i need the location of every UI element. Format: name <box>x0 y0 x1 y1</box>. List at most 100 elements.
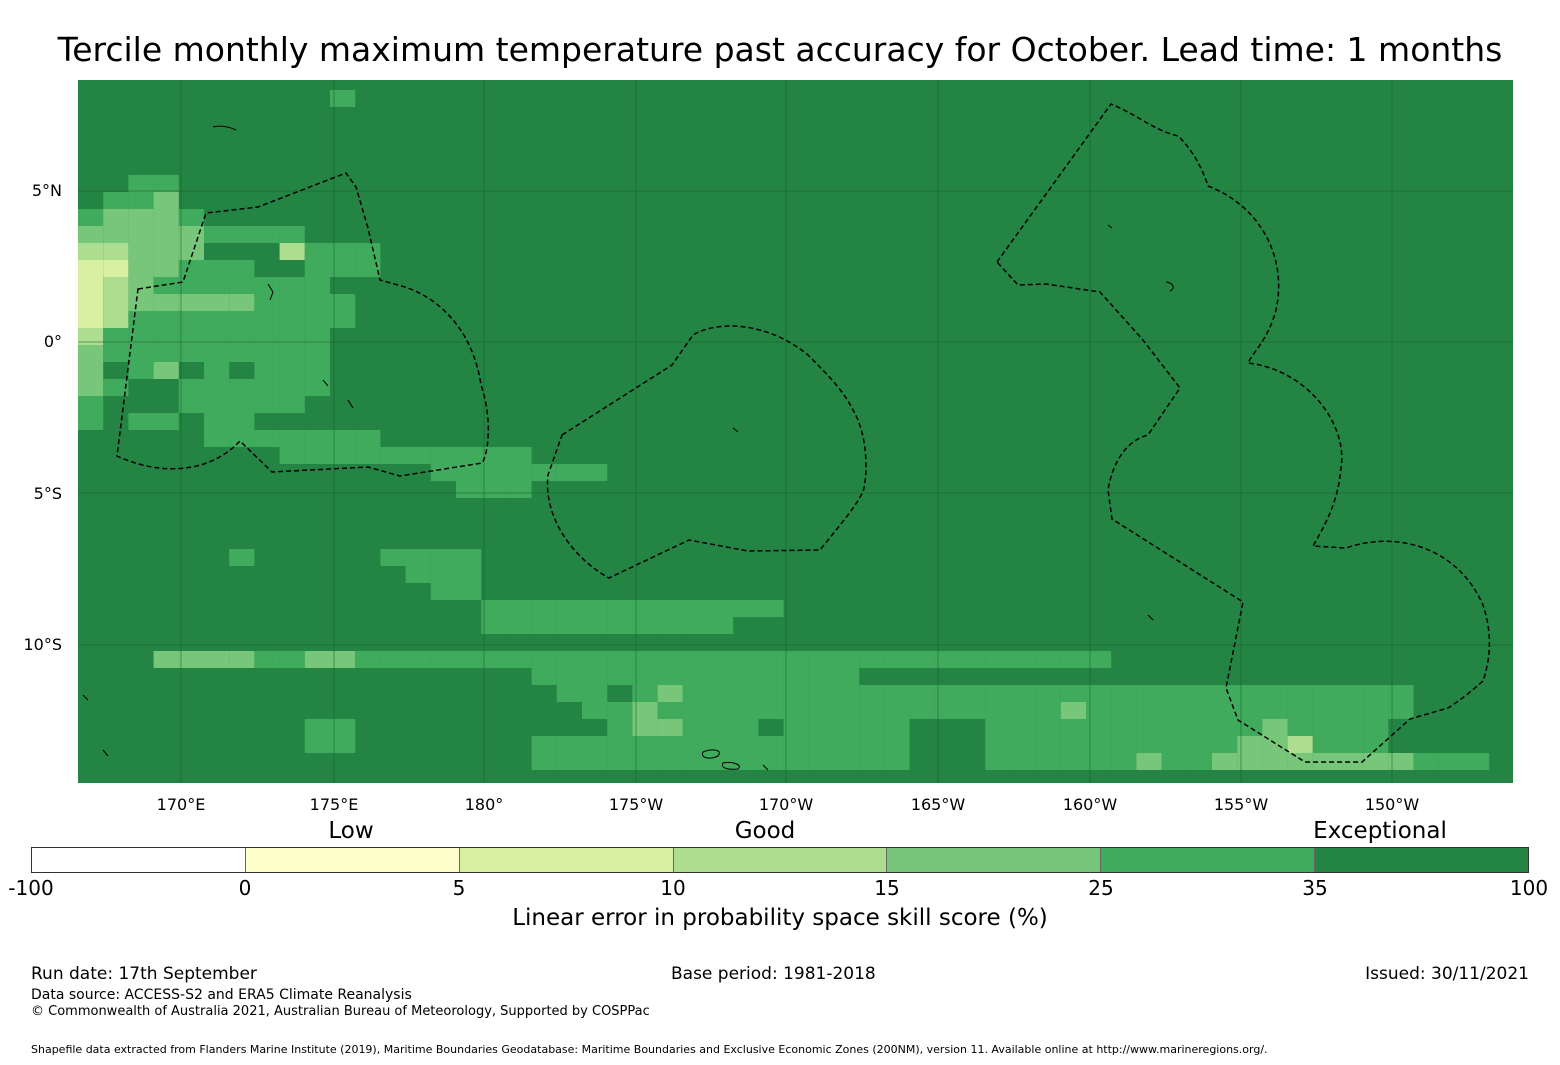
skill-cell <box>229 294 255 311</box>
skill-cell <box>1035 651 1061 668</box>
skill-cell <box>1060 702 1086 719</box>
skill-cell <box>708 753 734 770</box>
colorbar-tick: 35 <box>1302 876 1328 900</box>
skill-cell <box>1035 685 1061 702</box>
skill-cell <box>582 617 608 634</box>
skill-cell <box>708 600 734 617</box>
skill-cell <box>1363 685 1389 702</box>
skill-cell <box>178 294 204 311</box>
skill-cell <box>178 345 204 362</box>
skill-cell <box>304 294 330 311</box>
skill-cell <box>1060 719 1086 736</box>
colorbar-segment <box>245 848 460 872</box>
skill-cell <box>758 685 784 702</box>
skill-cell <box>204 413 230 430</box>
skill-cell <box>708 617 734 634</box>
atoll-2 <box>347 399 354 409</box>
skill-cell <box>1136 719 1162 736</box>
skill-cell <box>783 736 809 753</box>
skill-cell <box>229 328 255 345</box>
skill-cell <box>103 345 129 362</box>
skill-cell <box>1186 702 1212 719</box>
skill-cell <box>556 464 582 481</box>
skill-cell <box>330 430 356 447</box>
skill-cell <box>556 651 582 668</box>
skill-cell <box>1262 685 1288 702</box>
skill-cell <box>733 668 759 685</box>
skill-cell <box>682 736 708 753</box>
skill-cell <box>985 736 1011 753</box>
skill-cell <box>1363 702 1389 719</box>
skill-cell <box>153 277 179 294</box>
skill-cell <box>330 90 356 107</box>
skill-cell <box>506 464 532 481</box>
skill-cell <box>708 736 734 753</box>
colorbar-segment <box>673 848 888 872</box>
skill-cell <box>632 600 658 617</box>
skill-cell <box>456 583 482 600</box>
colorbar-tick: 5 <box>452 876 466 900</box>
skill-cell <box>733 736 759 753</box>
skill-cell <box>1186 719 1212 736</box>
skill-cell <box>78 277 104 294</box>
skill-cell <box>481 651 507 668</box>
colorbar-segment <box>887 848 1102 872</box>
skill-cell <box>960 702 986 719</box>
skill-cell <box>279 430 305 447</box>
lon-label-155w: 155°W <box>1213 795 1269 814</box>
skill-cell <box>506 651 532 668</box>
skill-cell <box>1312 685 1338 702</box>
skill-cell <box>531 668 557 685</box>
skill-cell <box>985 753 1011 770</box>
skill-cell <box>531 600 557 617</box>
islands <box>82 125 1174 771</box>
skill-cell <box>304 651 330 668</box>
skill-cell <box>330 736 356 753</box>
skill-cell <box>1212 685 1238 702</box>
skill-cell <box>607 702 633 719</box>
colorbar-segment <box>1101 848 1316 872</box>
skill-cell <box>909 685 935 702</box>
skill-cell <box>153 328 179 345</box>
skill-cell <box>632 617 658 634</box>
skill-cell <box>430 464 456 481</box>
skill-cell <box>78 209 104 226</box>
skill-cell <box>632 719 658 736</box>
skill-cell <box>1111 685 1137 702</box>
skill-cell <box>178 277 204 294</box>
skill-cell <box>430 566 456 583</box>
skill-cell <box>632 651 658 668</box>
skill-cell <box>582 753 608 770</box>
skill-cell <box>456 481 482 498</box>
skill-cell <box>632 702 658 719</box>
skill-cell <box>657 668 683 685</box>
skill-cell <box>430 549 456 566</box>
skill-cell <box>103 379 129 396</box>
skill-cell <box>279 243 305 260</box>
skill-cell <box>178 396 204 413</box>
skill-cell <box>128 243 154 260</box>
skill-cell <box>405 566 431 583</box>
skill-cell <box>78 328 104 345</box>
tarawa-island <box>267 283 274 301</box>
skill-cell <box>808 736 834 753</box>
skill-cell <box>204 311 230 328</box>
atoll-4 <box>1147 614 1154 621</box>
skill-cell <box>128 413 154 430</box>
skill-cell <box>1010 753 1036 770</box>
skill-cell <box>582 464 608 481</box>
skill-cell <box>304 362 330 379</box>
skill-cell <box>279 396 305 413</box>
samoa-island-2 <box>721 762 740 770</box>
skill-cell <box>582 736 608 753</box>
skill-cell <box>1060 685 1086 702</box>
skill-cell <box>531 736 557 753</box>
skill-cell <box>1136 736 1162 753</box>
skill-cell <box>153 345 179 362</box>
skill-cell <box>1161 685 1187 702</box>
skill-cell <box>153 192 179 209</box>
skill-cell <box>1161 702 1187 719</box>
skill-cell <box>733 685 759 702</box>
skill-cell <box>380 447 406 464</box>
skill-cell <box>1237 753 1263 770</box>
